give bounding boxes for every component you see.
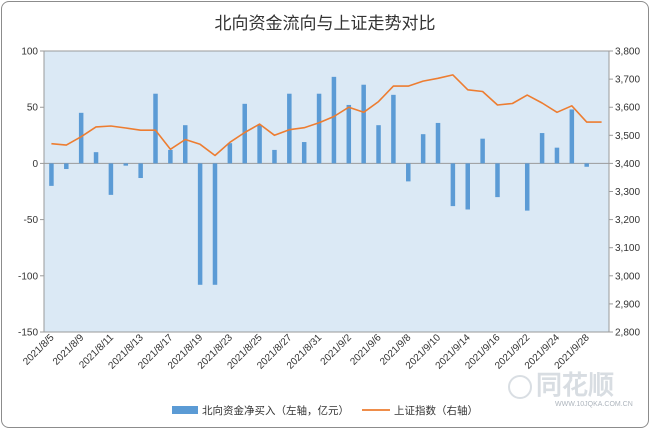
bar-2021/9/1: [331, 76, 337, 164]
y-left-tick-label: -100: [18, 271, 38, 282]
bar-2021/9/24: [554, 147, 560, 164]
bar-2021/9/2: [346, 104, 352, 164]
bar-2021/8/5: [49, 163, 54, 186]
watermark-brand: 同花顺: [536, 371, 614, 401]
bar-2021/8/19: [197, 163, 203, 285]
chart-title: 北向资金流向与上证走势对比: [215, 14, 436, 34]
bar-2021/9/22: [524, 163, 530, 211]
y-left-tick-label: -150: [18, 328, 38, 339]
y-right-tick-label: 2,800: [615, 328, 640, 339]
bar-2021/9/6: [376, 125, 381, 164]
watermark-logo-icon: [508, 375, 532, 399]
bar-2021/8/13: [138, 163, 143, 179]
bar-2021/9/10: [435, 122, 441, 164]
bar-2021/9/28: [584, 163, 589, 167]
bar-2021/9/8: [406, 163, 411, 182]
bar-2021/8/9: [78, 112, 84, 164]
bar-2021/8/16: [153, 93, 158, 164]
y-right-tick-label: 2,900: [615, 299, 640, 310]
bar-2021/8/11: [108, 163, 114, 195]
bar-2021/8/31: [316, 93, 322, 164]
legend-label-line: 上证指数（右轴）: [394, 404, 478, 417]
y-right-tick-label: 3,200: [615, 215, 640, 226]
bar-2021/8/6: [64, 163, 69, 170]
bar-2021/9/9: [420, 134, 426, 164]
line-shanghai-index: [51, 74, 602, 157]
y-right-tick-label: 3,100: [615, 243, 640, 254]
x-tick-label: 2021/9/2: [319, 332, 355, 368]
bar-2021/8/24: [242, 103, 247, 164]
bar-2021/9/15: [480, 138, 485, 164]
bar-2021/8/17: [168, 149, 173, 164]
bar-2021/8/18: [183, 125, 188, 164]
bar-2021/8/27: [287, 93, 292, 164]
plot-area: [43, 50, 610, 333]
legend-label-bar: 北向资金净买入（左轴，亿元）: [202, 404, 349, 417]
bar-2021/8/10: [93, 152, 99, 164]
bar-2021/9/16: [495, 163, 500, 198]
bar-2021/8/25: [257, 125, 262, 164]
bar-2021/8/12: [123, 163, 129, 166]
y-left-tick-label: 100: [21, 47, 38, 58]
y-left-tick-label: 50: [27, 103, 39, 114]
bar-2021/9/7: [391, 94, 396, 164]
bar-2021/8/26: [272, 149, 277, 164]
x-tick-label: 2021/9/6: [348, 332, 384, 368]
bar-2021/8/23: [227, 143, 233, 164]
y-right-tick-label: 3,600: [615, 103, 640, 114]
bar-2021/9/14: [465, 163, 470, 210]
y-left-tick-label: 0: [32, 159, 38, 170]
bar-2021/9/27: [569, 109, 575, 164]
y-right-tick-label: 3,300: [615, 187, 640, 198]
y-right-tick-label: 3,000: [615, 271, 640, 282]
bar-2021/9/23: [539, 133, 545, 164]
bar-2021/8/20: [212, 163, 218, 285]
y-right-tick-label: 3,500: [615, 131, 640, 142]
y-left-tick-label: -50: [24, 215, 39, 226]
watermark-url: WWW.10JQKA.COM.CN: [555, 401, 633, 408]
y-right-tick-label: 3,700: [615, 75, 640, 86]
bar-2021/8/30: [301, 142, 307, 164]
y-right-tick-label: 3,400: [615, 159, 640, 170]
bar-2021/9/3: [361, 84, 366, 164]
bar-2021/9/13: [450, 163, 456, 207]
legend-swatch-bar: [172, 406, 198, 414]
y-right-tick-label: 3,800: [615, 47, 640, 58]
